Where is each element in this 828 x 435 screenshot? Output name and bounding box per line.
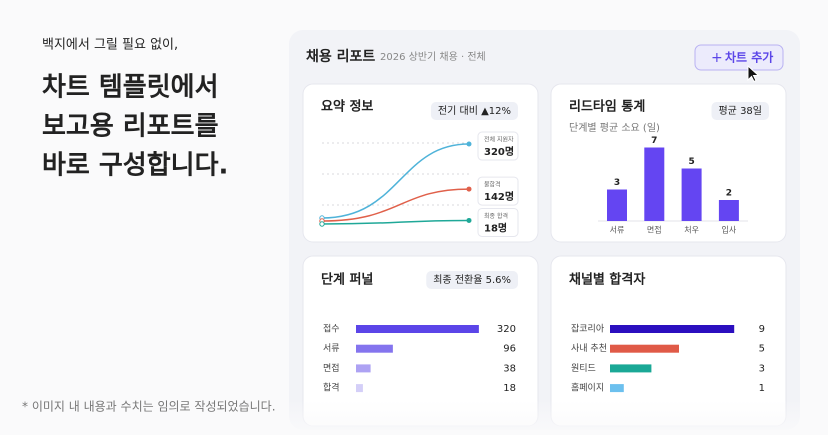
bar: [356, 344, 393, 353]
category-label: 합격: [323, 382, 340, 394]
bar: [718, 200, 739, 221]
card-title: 리드타임 통계: [569, 99, 645, 115]
add-chart-button[interactable]: [694, 44, 784, 71]
value-label: 1: [759, 383, 765, 394]
bar: [681, 168, 702, 221]
badge-bg: [430, 102, 518, 120]
end-point: [466, 186, 472, 192]
line: [321, 219, 470, 225]
category-label: 서류: [323, 343, 340, 354]
category-label: 사내 추천: [571, 343, 607, 354]
badge: 최종 전환율 5.6%: [433, 274, 511, 286]
category-label: 홈페이지: [571, 382, 604, 394]
value-label: 5: [759, 344, 765, 355]
value-label: 3: [759, 363, 765, 374]
category-label: 접수: [323, 323, 340, 335]
badge: 전기 대비 ▲12%: [438, 105, 511, 117]
add-button-label: 차트 추가: [725, 50, 773, 65]
report-subtitle: 2026 상반기 채용 · 전체: [380, 51, 486, 63]
cursor: [747, 64, 760, 83]
value-label: 18: [503, 383, 516, 394]
bar: [610, 364, 652, 373]
category-label: 잡코리아: [571, 323, 605, 335]
category-label: 처우: [684, 226, 699, 235]
badge: 평균 38일: [718, 105, 762, 117]
value-label: 38: [503, 363, 516, 374]
report-title: 채용 리포트: [306, 49, 375, 65]
bar: [356, 325, 479, 333]
line: [321, 188, 470, 222]
label-box: [477, 207, 519, 237]
bar: [356, 364, 371, 373]
category-label: 면접: [647, 225, 662, 235]
bar: [610, 384, 624, 393]
end-point: [466, 141, 472, 147]
value-label: 320: [497, 324, 516, 335]
bar: [644, 147, 665, 221]
card-subtitle: 단계별 평균 소요 (일): [569, 122, 660, 134]
series-name: 불합격: [484, 181, 501, 189]
category-label: 원티드: [571, 363, 596, 374]
category-label: 입사: [722, 226, 737, 235]
kicker: 백지에서 그릴 필요 없이,: [42, 38, 178, 53]
value-label: 3: [614, 178, 620, 188]
start-point: [319, 221, 325, 227]
value-label: 5: [688, 157, 694, 167]
label-box: [477, 131, 519, 161]
card-title: 채널별 합격자: [569, 272, 645, 288]
category-label: 서류: [610, 226, 625, 235]
badge-bg: [426, 271, 518, 289]
headline: 차트 템플릿에서: [42, 73, 219, 103]
card-title: 요약 정보: [321, 99, 373, 115]
bar: [607, 189, 627, 221]
bar: [610, 325, 735, 333]
value-label: 9: [759, 324, 765, 335]
bar: [610, 344, 679, 353]
plus-icon: +: [711, 50, 723, 66]
series-value: 18명: [484, 221, 507, 234]
bar: [356, 384, 363, 393]
value-label: 2: [726, 189, 732, 199]
headline: 바로 구성합니다.: [42, 151, 228, 181]
card-title: 단계 퍼널: [321, 272, 373, 288]
value-label: 7: [651, 136, 657, 146]
footnote: * 이미지 내 내용과 수치는 임의로 작성되었습니다.: [22, 400, 276, 414]
bottom-fade: [289, 400, 800, 435]
series-name: 전체 지원자: [484, 136, 514, 144]
label-box: [477, 176, 519, 206]
series-value: 142명: [484, 190, 514, 203]
category-label: 면접: [323, 362, 340, 374]
badge-bg: [711, 102, 769, 120]
value-label: 96: [503, 344, 516, 355]
headline: 보고용 리포트를: [42, 112, 219, 142]
series-value: 320명: [484, 145, 514, 158]
series-name: 최종 합격: [484, 212, 508, 220]
line: [321, 143, 470, 219]
end-point: [466, 217, 472, 223]
